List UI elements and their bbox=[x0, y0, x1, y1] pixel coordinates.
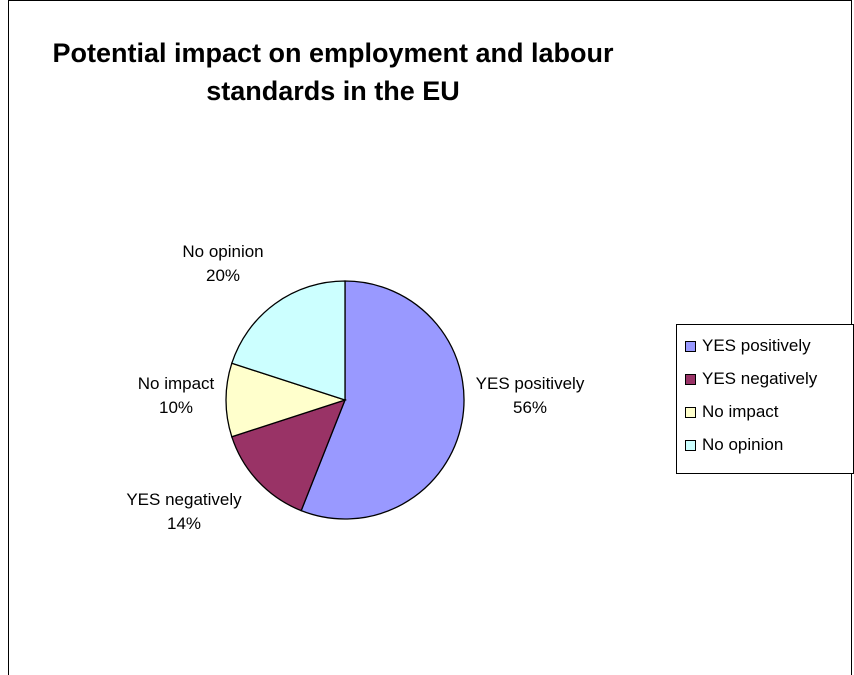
legend-label-no-impact: No impact bbox=[702, 402, 779, 421]
slice-value-no-opinion: 20% bbox=[206, 266, 240, 285]
legend-item-no-impact: No impact bbox=[685, 401, 779, 423]
legend-item-yes-negatively: YES negatively bbox=[685, 368, 817, 390]
chart-legend: YES positively YES negatively No impact No … bbox=[676, 324, 854, 474]
legend-swatch-no-opinion bbox=[685, 439, 696, 451]
legend-swatch-no-impact bbox=[685, 406, 696, 418]
legend-label-yes-positively: YES positively bbox=[702, 336, 811, 355]
slice-value-yes-negatively: 14% bbox=[167, 514, 201, 533]
slice-label-yes-negatively: YES negatively bbox=[126, 490, 242, 509]
legend-label-no-opinion: No opinion bbox=[702, 435, 784, 454]
slice-label-no-impact: No impact bbox=[138, 374, 215, 393]
legend-item-no-opinion: No opinion bbox=[685, 434, 783, 456]
legend-item-yes-positively: YES positively bbox=[685, 335, 811, 357]
pie-slice-no-opinion bbox=[231, 280, 346, 401]
slice-value-no-impact: 10% bbox=[159, 398, 193, 417]
pie-slice-yes-positively bbox=[300, 280, 465, 520]
legend-label-yes-negatively: YES negatively bbox=[702, 369, 818, 388]
legend-swatch-yes-positively bbox=[685, 340, 696, 352]
slice-value-yes-positively: 56% bbox=[513, 398, 547, 417]
slice-label-no-opinion: No opinion bbox=[182, 242, 263, 261]
pie-slice-no-impact bbox=[225, 362, 348, 438]
chart-title: Potential impact on employment and labou… bbox=[52, 38, 614, 106]
legend-swatch-yes-negatively bbox=[685, 373, 696, 385]
slice-label-yes-positively: YES positively bbox=[476, 374, 585, 393]
